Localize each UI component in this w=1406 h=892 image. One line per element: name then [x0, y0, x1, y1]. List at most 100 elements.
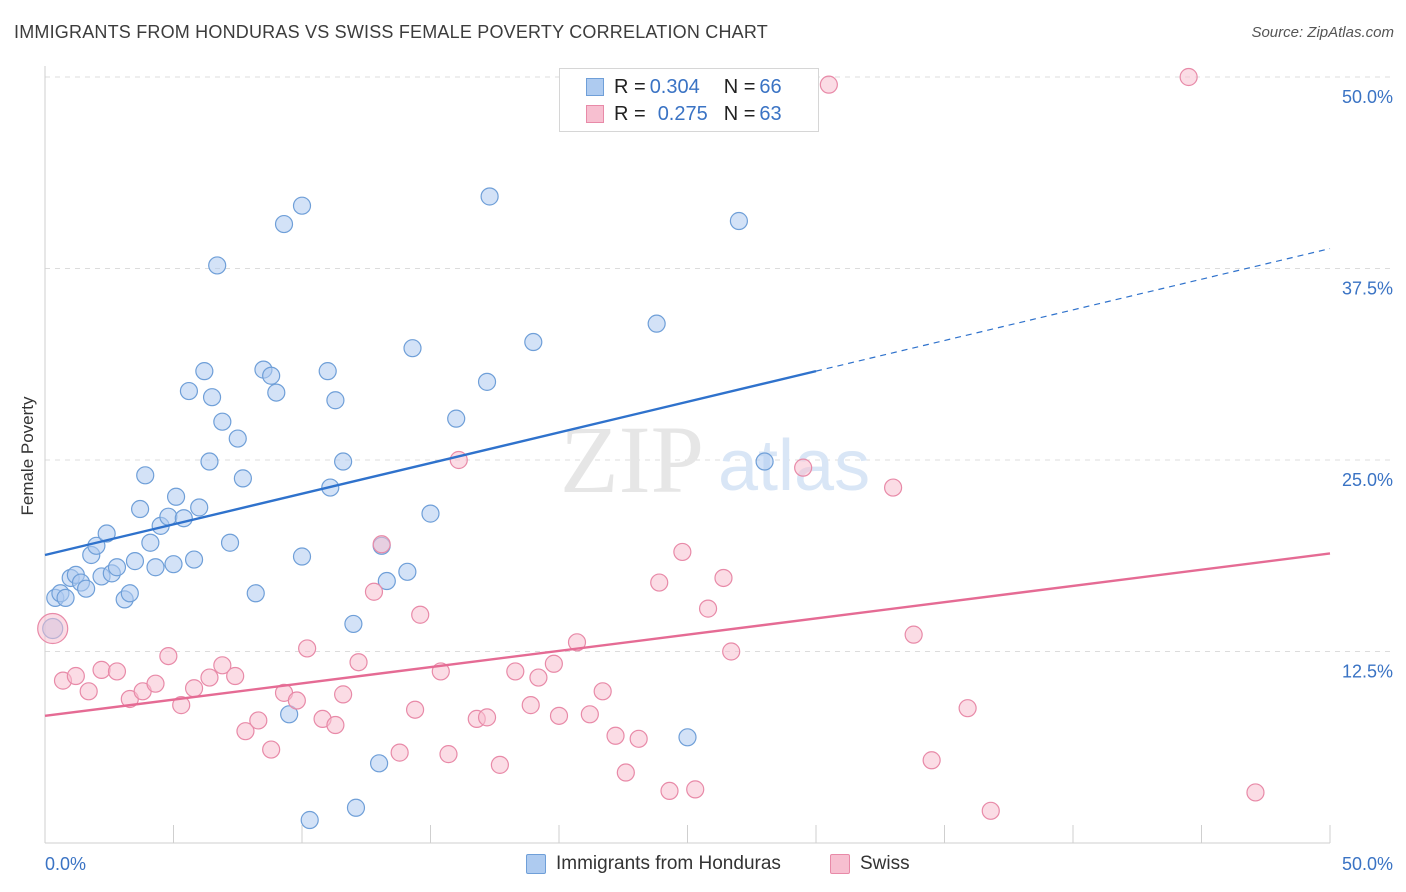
- point-honduras: [447, 409, 466, 428]
- correlation-legend: R = 0.304 N = 66 R = 0.275 N = 63: [559, 68, 819, 132]
- point-honduras: [524, 332, 543, 352]
- legend-item-honduras[interactable]: Immigrants from Honduras: [526, 852, 781, 876]
- point-honduras: [318, 362, 337, 381]
- point-honduras: [202, 388, 222, 407]
- chart-title: IMMIGRANTS FROM HONDURAS VS SWISS FEMALE…: [14, 22, 768, 42]
- y-tick-label: 12.5%: [1342, 662, 1393, 682]
- point-swiss: [883, 478, 903, 497]
- point-honduras: [190, 498, 209, 517]
- point-honduras: [292, 547, 312, 566]
- point-swiss: [606, 726, 625, 745]
- point-honduras: [220, 533, 240, 552]
- watermark-zip: ZIP: [560, 406, 704, 513]
- point-swiss: [549, 706, 569, 725]
- point-swiss: [477, 708, 497, 727]
- series-honduras: [42, 187, 774, 830]
- point-honduras: [246, 584, 265, 603]
- point-honduras: [280, 705, 299, 724]
- point-honduras: [647, 314, 666, 333]
- point-swiss: [506, 662, 525, 681]
- point-honduras: [146, 558, 165, 577]
- r-label: R =: [614, 75, 646, 98]
- y-tick-label: 50.0%: [1342, 87, 1393, 107]
- point-swiss: [439, 745, 458, 764]
- point-swiss: [714, 568, 733, 588]
- point-swiss: [37, 612, 69, 645]
- point-swiss: [1246, 783, 1265, 802]
- point-honduras: [213, 412, 232, 431]
- point-honduras: [346, 798, 366, 817]
- point-swiss: [686, 780, 705, 799]
- point-honduras: [159, 507, 178, 526]
- point-honduras: [228, 429, 247, 448]
- point-swiss: [334, 685, 353, 704]
- point-swiss: [544, 654, 563, 673]
- point-honduras: [755, 452, 774, 471]
- point-swiss: [236, 722, 255, 741]
- r-value: 0.304: [649, 75, 700, 98]
- grid-lines: [45, 76, 1392, 652]
- point-swiss: [326, 715, 345, 735]
- watermark: ZIP atlas: [560, 406, 870, 513]
- n-label: N =: [723, 75, 756, 98]
- n-value: 66: [759, 75, 782, 98]
- point-honduras: [130, 499, 150, 519]
- point-swiss: [593, 682, 612, 701]
- point-swiss: [92, 660, 111, 679]
- point-honduras: [326, 391, 345, 410]
- legend-label-honduras: Immigrants from Honduras: [556, 853, 781, 874]
- point-honduras: [136, 466, 155, 485]
- y-tick-label: 25.0%: [1342, 470, 1393, 490]
- point-swiss: [411, 605, 430, 624]
- legend-swatch-honduras: [526, 854, 546, 874]
- point-honduras: [233, 469, 252, 488]
- point-honduras: [267, 383, 286, 402]
- point-swiss: [958, 699, 977, 718]
- legend-swatch-honduras: [586, 78, 604, 96]
- point-swiss: [226, 666, 245, 686]
- point-honduras: [195, 362, 214, 381]
- tick-labels: 12.5% 25.0% 37.5% 50.0% 0.0% 50.0%: [45, 87, 1393, 874]
- point-honduras: [370, 754, 389, 773]
- point-swiss: [298, 639, 317, 658]
- point-swiss: [616, 763, 635, 782]
- legend-item-swiss[interactable]: Swiss: [830, 852, 910, 876]
- n-value: 63: [759, 102, 782, 125]
- point-swiss: [349, 653, 368, 672]
- series-swiss: [37, 67, 1265, 820]
- point-honduras: [141, 533, 160, 552]
- point-honduras: [166, 487, 186, 506]
- x-tick-label: 0.0%: [45, 854, 86, 874]
- point-swiss: [794, 458, 813, 477]
- trend-lines: [44, 248, 1331, 718]
- legend-swatch-swiss: [586, 105, 604, 123]
- point-swiss: [172, 696, 191, 715]
- point-swiss: [521, 696, 540, 715]
- point-swiss: [262, 740, 281, 759]
- point-honduras: [97, 524, 116, 543]
- point-honduras: [200, 452, 219, 471]
- point-swiss: [213, 656, 232, 675]
- r-value: 0.275: [657, 102, 708, 125]
- point-swiss: [698, 599, 718, 618]
- point-swiss: [107, 662, 127, 681]
- n-label: N =: [723, 102, 756, 125]
- point-swiss: [490, 755, 509, 774]
- point-honduras: [678, 728, 697, 747]
- point-swiss: [249, 711, 268, 730]
- r-label: R =: [614, 102, 646, 125]
- point-swiss: [66, 666, 85, 686]
- point-swiss: [673, 542, 692, 562]
- point-swiss: [200, 668, 219, 687]
- point-honduras: [344, 614, 363, 634]
- point-swiss: [364, 582, 384, 601]
- trend-line-honduras: [44, 369, 817, 557]
- point-honduras: [398, 562, 417, 581]
- point-honduras: [729, 211, 749, 231]
- point-swiss: [819, 75, 838, 94]
- trend-line-swiss: [44, 552, 1331, 718]
- point-swiss: [184, 679, 204, 698]
- legend-label-swiss: Swiss: [860, 853, 910, 874]
- point-swiss: [390, 743, 409, 762]
